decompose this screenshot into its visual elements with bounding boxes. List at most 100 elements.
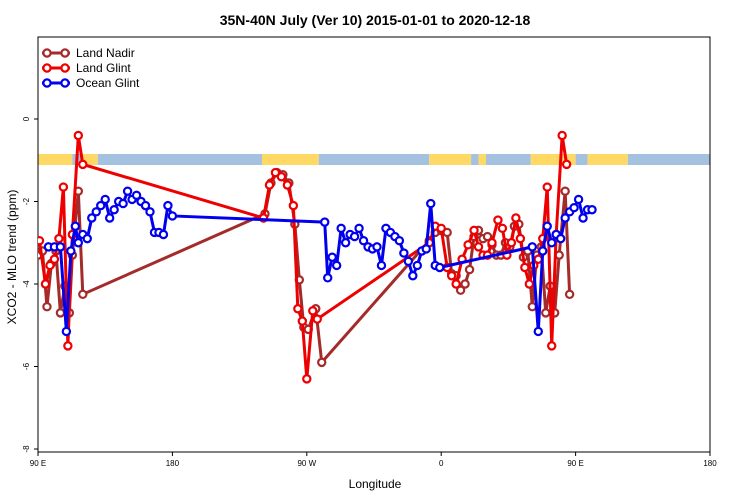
x-tick-label: 90 W — [297, 459, 316, 468]
legend-item: Land Glint — [42, 61, 131, 75]
chart-title: 35N-40N July (Ver 10) 2015-01-01 to 2020… — [220, 12, 531, 28]
data-point — [587, 205, 597, 215]
data-point — [372, 242, 382, 252]
series-ocean-glint — [43, 186, 597, 337]
data-point — [515, 233, 526, 244]
series-line — [46, 189, 594, 333]
data-point — [167, 211, 178, 221]
land-mask-segment — [429, 154, 472, 165]
data-point — [376, 260, 387, 271]
data-point — [524, 279, 535, 289]
data-point — [78, 289, 88, 300]
data-point — [578, 213, 588, 223]
y-tick-label: -4 — [22, 280, 31, 288]
data-point — [320, 217, 330, 227]
data-point — [55, 308, 66, 318]
data-point — [555, 233, 566, 244]
data-point — [288, 200, 299, 211]
legend-item: Ocean Glint — [42, 76, 140, 90]
data-point — [308, 306, 318, 316]
data-point — [560, 186, 570, 196]
land-mask-segment — [530, 154, 576, 165]
data-point — [403, 256, 414, 267]
data-point — [412, 260, 423, 271]
data-point — [421, 244, 431, 254]
data-point — [78, 159, 88, 170]
data-point — [45, 260, 55, 271]
data-point — [460, 279, 470, 289]
legend-swatch-marker — [60, 48, 70, 58]
data-point — [436, 223, 446, 234]
x-axis-title: Longitude — [349, 477, 402, 491]
data-point — [40, 279, 51, 289]
data-point — [527, 301, 537, 312]
data-point — [109, 205, 119, 215]
x-tick-label: 0 — [439, 459, 444, 468]
data-point — [506, 238, 517, 248]
x-tick-label: 180 — [166, 459, 180, 468]
data-point — [66, 246, 76, 256]
legend-label: Ocean Glint — [76, 76, 140, 90]
data-point — [408, 271, 418, 281]
data-point — [61, 326, 72, 337]
data-point — [158, 229, 169, 240]
land-mask-segment — [627, 154, 710, 165]
legend-item: Land Nadir — [42, 46, 135, 60]
data-point — [140, 200, 151, 211]
data-point — [487, 238, 497, 248]
data-point — [446, 271, 457, 281]
land-mask-band — [38, 154, 710, 165]
land-mask-segment — [478, 154, 486, 165]
data-point — [473, 242, 484, 252]
data-point — [358, 235, 369, 246]
data-point — [557, 130, 567, 141]
data-point — [63, 341, 73, 351]
y-tick-label: -6 — [22, 362, 31, 370]
data-point — [354, 223, 364, 234]
legend-swatch-marker — [42, 63, 52, 73]
data-point — [469, 225, 479, 236]
data-point — [451, 279, 461, 289]
data-point — [118, 198, 128, 209]
land-mask-segment — [38, 154, 73, 165]
data-point — [91, 207, 101, 217]
data-point — [100, 194, 110, 205]
data-point — [511, 213, 521, 223]
data-point — [70, 221, 81, 231]
legend-swatch-marker — [42, 78, 52, 88]
data-point — [569, 202, 579, 213]
plot-area: 90 E 180 90 W 0 90 E 180 0 -2 -4 -6 -8 — [22, 36, 717, 468]
data-point — [323, 273, 333, 283]
data-point — [54, 233, 64, 244]
data-point — [336, 223, 346, 234]
data-point — [42, 301, 52, 312]
data-point — [312, 314, 322, 324]
data-point — [542, 182, 552, 192]
data-point — [497, 223, 508, 234]
data-point — [493, 215, 503, 225]
data-point — [317, 357, 327, 368]
data-point — [297, 316, 308, 326]
data-point — [58, 182, 69, 192]
land-mask-segment — [318, 154, 430, 165]
data-point — [276, 172, 287, 182]
data-point — [464, 264, 475, 275]
data-point — [394, 235, 405, 246]
data-point — [520, 262, 530, 273]
legend-label: Land Glint — [76, 61, 131, 75]
data-point — [442, 227, 452, 238]
data-point — [131, 190, 142, 201]
x-tick-label: 90 E — [567, 459, 583, 468]
data-point — [104, 213, 115, 223]
data-point — [327, 252, 337, 262]
data-point — [55, 242, 66, 252]
data-point — [547, 341, 557, 351]
land-mask-segment — [587, 154, 628, 165]
data-point — [122, 186, 133, 196]
data-point — [87, 213, 97, 223]
data-point — [73, 238, 84, 248]
y-tick-label: -2 — [22, 197, 31, 205]
data-point — [426, 198, 436, 209]
data-point — [542, 221, 552, 231]
